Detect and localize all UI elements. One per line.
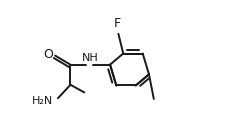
Text: H₂N: H₂N: [32, 96, 53, 106]
Text: F: F: [114, 17, 121, 30]
Text: NH: NH: [82, 53, 99, 63]
Text: O: O: [44, 48, 54, 61]
